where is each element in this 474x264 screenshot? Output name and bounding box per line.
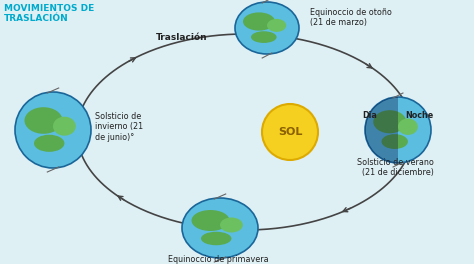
Text: Dia: Dia <box>362 111 377 120</box>
Wedge shape <box>348 81 398 180</box>
Ellipse shape <box>220 218 243 233</box>
Text: MOVIMIENTOS DE
TRASLACIÓN: MOVIMIENTOS DE TRASLACIÓN <box>4 4 94 23</box>
Circle shape <box>262 104 318 160</box>
Ellipse shape <box>201 232 231 245</box>
Text: Traslación: Traslación <box>156 34 208 43</box>
Text: Solsticio de
invierno (21
de junio)°: Solsticio de invierno (21 de junio)° <box>95 112 143 142</box>
Ellipse shape <box>365 97 431 163</box>
Ellipse shape <box>382 134 408 149</box>
Text: Equinoccio de primavera
(21 de setiembre): Equinoccio de primavera (21 de setiembre… <box>168 255 268 264</box>
Text: SOL: SOL <box>278 127 302 137</box>
Text: Noche: Noche <box>406 111 434 120</box>
Ellipse shape <box>53 117 76 136</box>
Text: Equinoccio de otoño
(21 de marzo): Equinoccio de otoño (21 de marzo) <box>310 8 392 27</box>
Ellipse shape <box>373 110 406 133</box>
Ellipse shape <box>191 210 229 231</box>
Ellipse shape <box>398 119 418 135</box>
Ellipse shape <box>235 2 299 54</box>
Ellipse shape <box>267 19 286 32</box>
Ellipse shape <box>15 92 91 168</box>
Text: Solsticio de verano
(21 de diciembre): Solsticio de verano (21 de diciembre) <box>357 158 434 177</box>
Ellipse shape <box>25 107 63 134</box>
Ellipse shape <box>34 135 64 152</box>
Ellipse shape <box>182 198 258 258</box>
Ellipse shape <box>243 12 275 31</box>
Ellipse shape <box>251 31 277 43</box>
